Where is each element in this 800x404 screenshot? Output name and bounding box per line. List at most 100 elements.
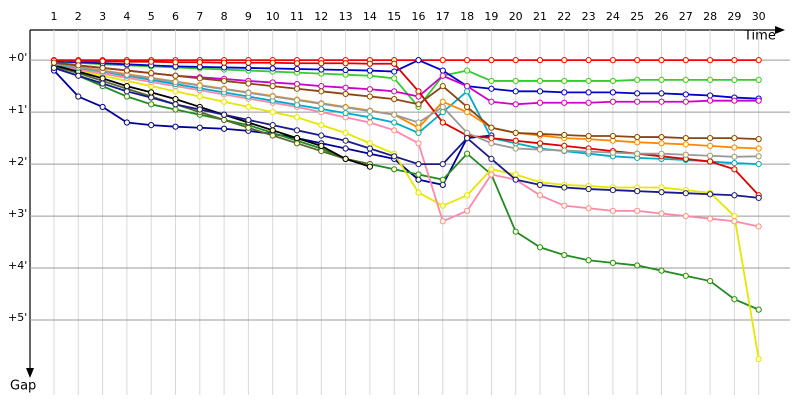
point: [366, 72, 373, 79]
point: [391, 127, 398, 134]
point: [318, 148, 325, 155]
x-tick-label: 10: [266, 10, 280, 23]
point: [536, 77, 544, 85]
point: [512, 171, 519, 178]
point: [366, 86, 373, 93]
x-tick-label: 27: [679, 10, 693, 23]
point: [488, 57, 495, 64]
point: [245, 124, 252, 131]
point: [391, 166, 398, 173]
x-tick-label: 21: [533, 10, 547, 23]
point: [488, 124, 495, 131]
point: [245, 103, 252, 111]
point: [269, 65, 276, 72]
point: [391, 68, 398, 75]
point: [366, 114, 373, 121]
point: [682, 135, 689, 142]
point: [585, 57, 592, 64]
point: [148, 70, 155, 77]
series-line: [53, 67, 760, 311]
point: [682, 141, 689, 148]
x-tick-label: 17: [436, 10, 450, 23]
point: [707, 92, 714, 99]
point: [488, 85, 495, 92]
point: [293, 140, 301, 147]
point: [50, 59, 58, 66]
point: [536, 88, 544, 95]
point: [293, 60, 301, 67]
point: [561, 99, 568, 106]
point: [707, 97, 714, 104]
point: [221, 125, 228, 132]
point: [731, 135, 738, 142]
point: [536, 140, 544, 147]
point: [634, 139, 641, 146]
point: [561, 147, 568, 154]
x-tick-label: 14: [363, 10, 377, 23]
x-tick-label: 1: [51, 10, 58, 23]
x-tick-label: 16: [412, 10, 426, 23]
series-line: [53, 61, 759, 141]
point: [755, 145, 762, 152]
series-line: [53, 64, 371, 168]
point: [269, 127, 276, 134]
point: [682, 76, 689, 83]
point: [439, 67, 446, 74]
point: [561, 251, 568, 259]
point: [366, 60, 373, 67]
y-tick-label: +2': [8, 155, 27, 168]
x-tick-label: 11: [290, 10, 304, 23]
point: [148, 101, 155, 108]
series-line: [53, 64, 760, 360]
point: [464, 83, 471, 90]
point: [682, 272, 689, 279]
point: [658, 189, 665, 196]
point: [366, 67, 373, 74]
point: [634, 98, 641, 105]
x-tick-label: 3: [99, 10, 106, 23]
point: [148, 89, 155, 96]
point: [731, 212, 738, 220]
point: [123, 83, 131, 90]
point: [536, 57, 544, 64]
point: [342, 129, 349, 137]
point: [464, 67, 471, 74]
point: [464, 88, 471, 95]
point: [366, 145, 373, 152]
point: [658, 210, 665, 217]
point: [415, 129, 422, 137]
y-tick-label: +3': [8, 207, 27, 220]
point: [391, 96, 398, 103]
point: [634, 57, 641, 64]
x-tick-label: 20: [509, 10, 523, 23]
point: [464, 207, 471, 214]
point: [415, 57, 422, 64]
point: [585, 89, 592, 96]
x-tick-label: 18: [460, 10, 474, 23]
point: [196, 93, 203, 100]
x-tick-label: 15: [387, 10, 401, 23]
point: [172, 78, 179, 86]
series-line: [53, 64, 759, 228]
point: [561, 202, 568, 209]
point: [415, 124, 422, 131]
point: [561, 131, 568, 139]
point: [707, 57, 714, 64]
point: [366, 107, 373, 115]
point: [536, 99, 544, 106]
x-tick-label: 26: [655, 10, 669, 23]
x-tick-label: 4: [123, 10, 130, 23]
point: [99, 64, 106, 72]
point: [464, 129, 471, 137]
point: [75, 62, 82, 69]
point: [609, 186, 617, 194]
point: [245, 116, 252, 124]
point: [439, 218, 446, 225]
point: [439, 98, 446, 105]
point: [561, 89, 568, 96]
point: [755, 223, 762, 230]
point: [682, 212, 689, 220]
point: [488, 155, 495, 162]
point: [415, 171, 422, 178]
